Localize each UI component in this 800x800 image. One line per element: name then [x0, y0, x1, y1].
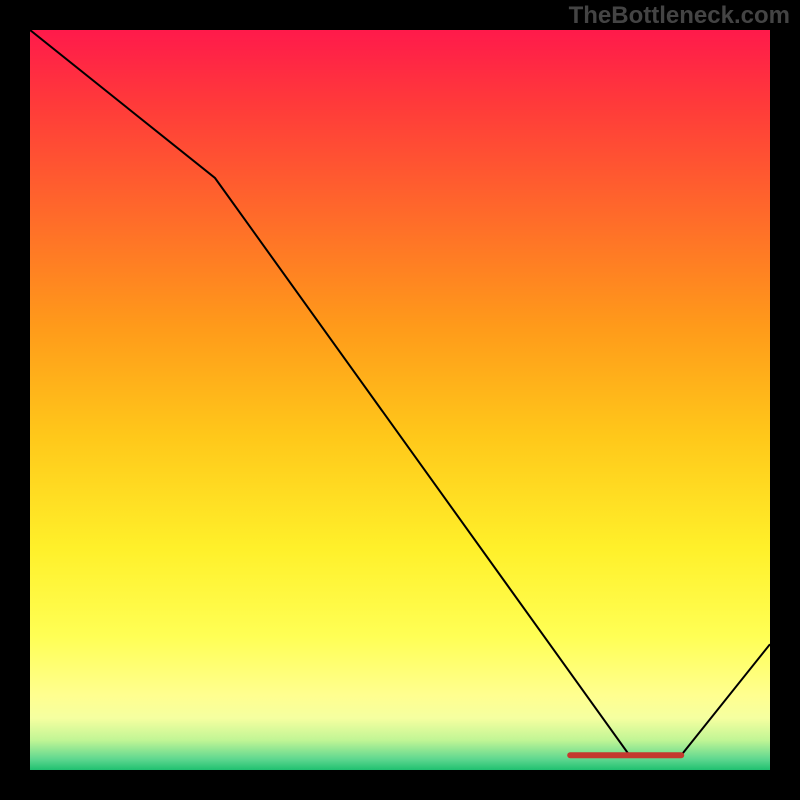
chart-svg: [30, 30, 770, 770]
plot-area: [30, 30, 770, 770]
watermark-text: TheBottleneck.com: [569, 2, 790, 30]
gradient-background: [30, 30, 770, 770]
chart-frame: TheBottleneck.com: [0, 0, 800, 800]
